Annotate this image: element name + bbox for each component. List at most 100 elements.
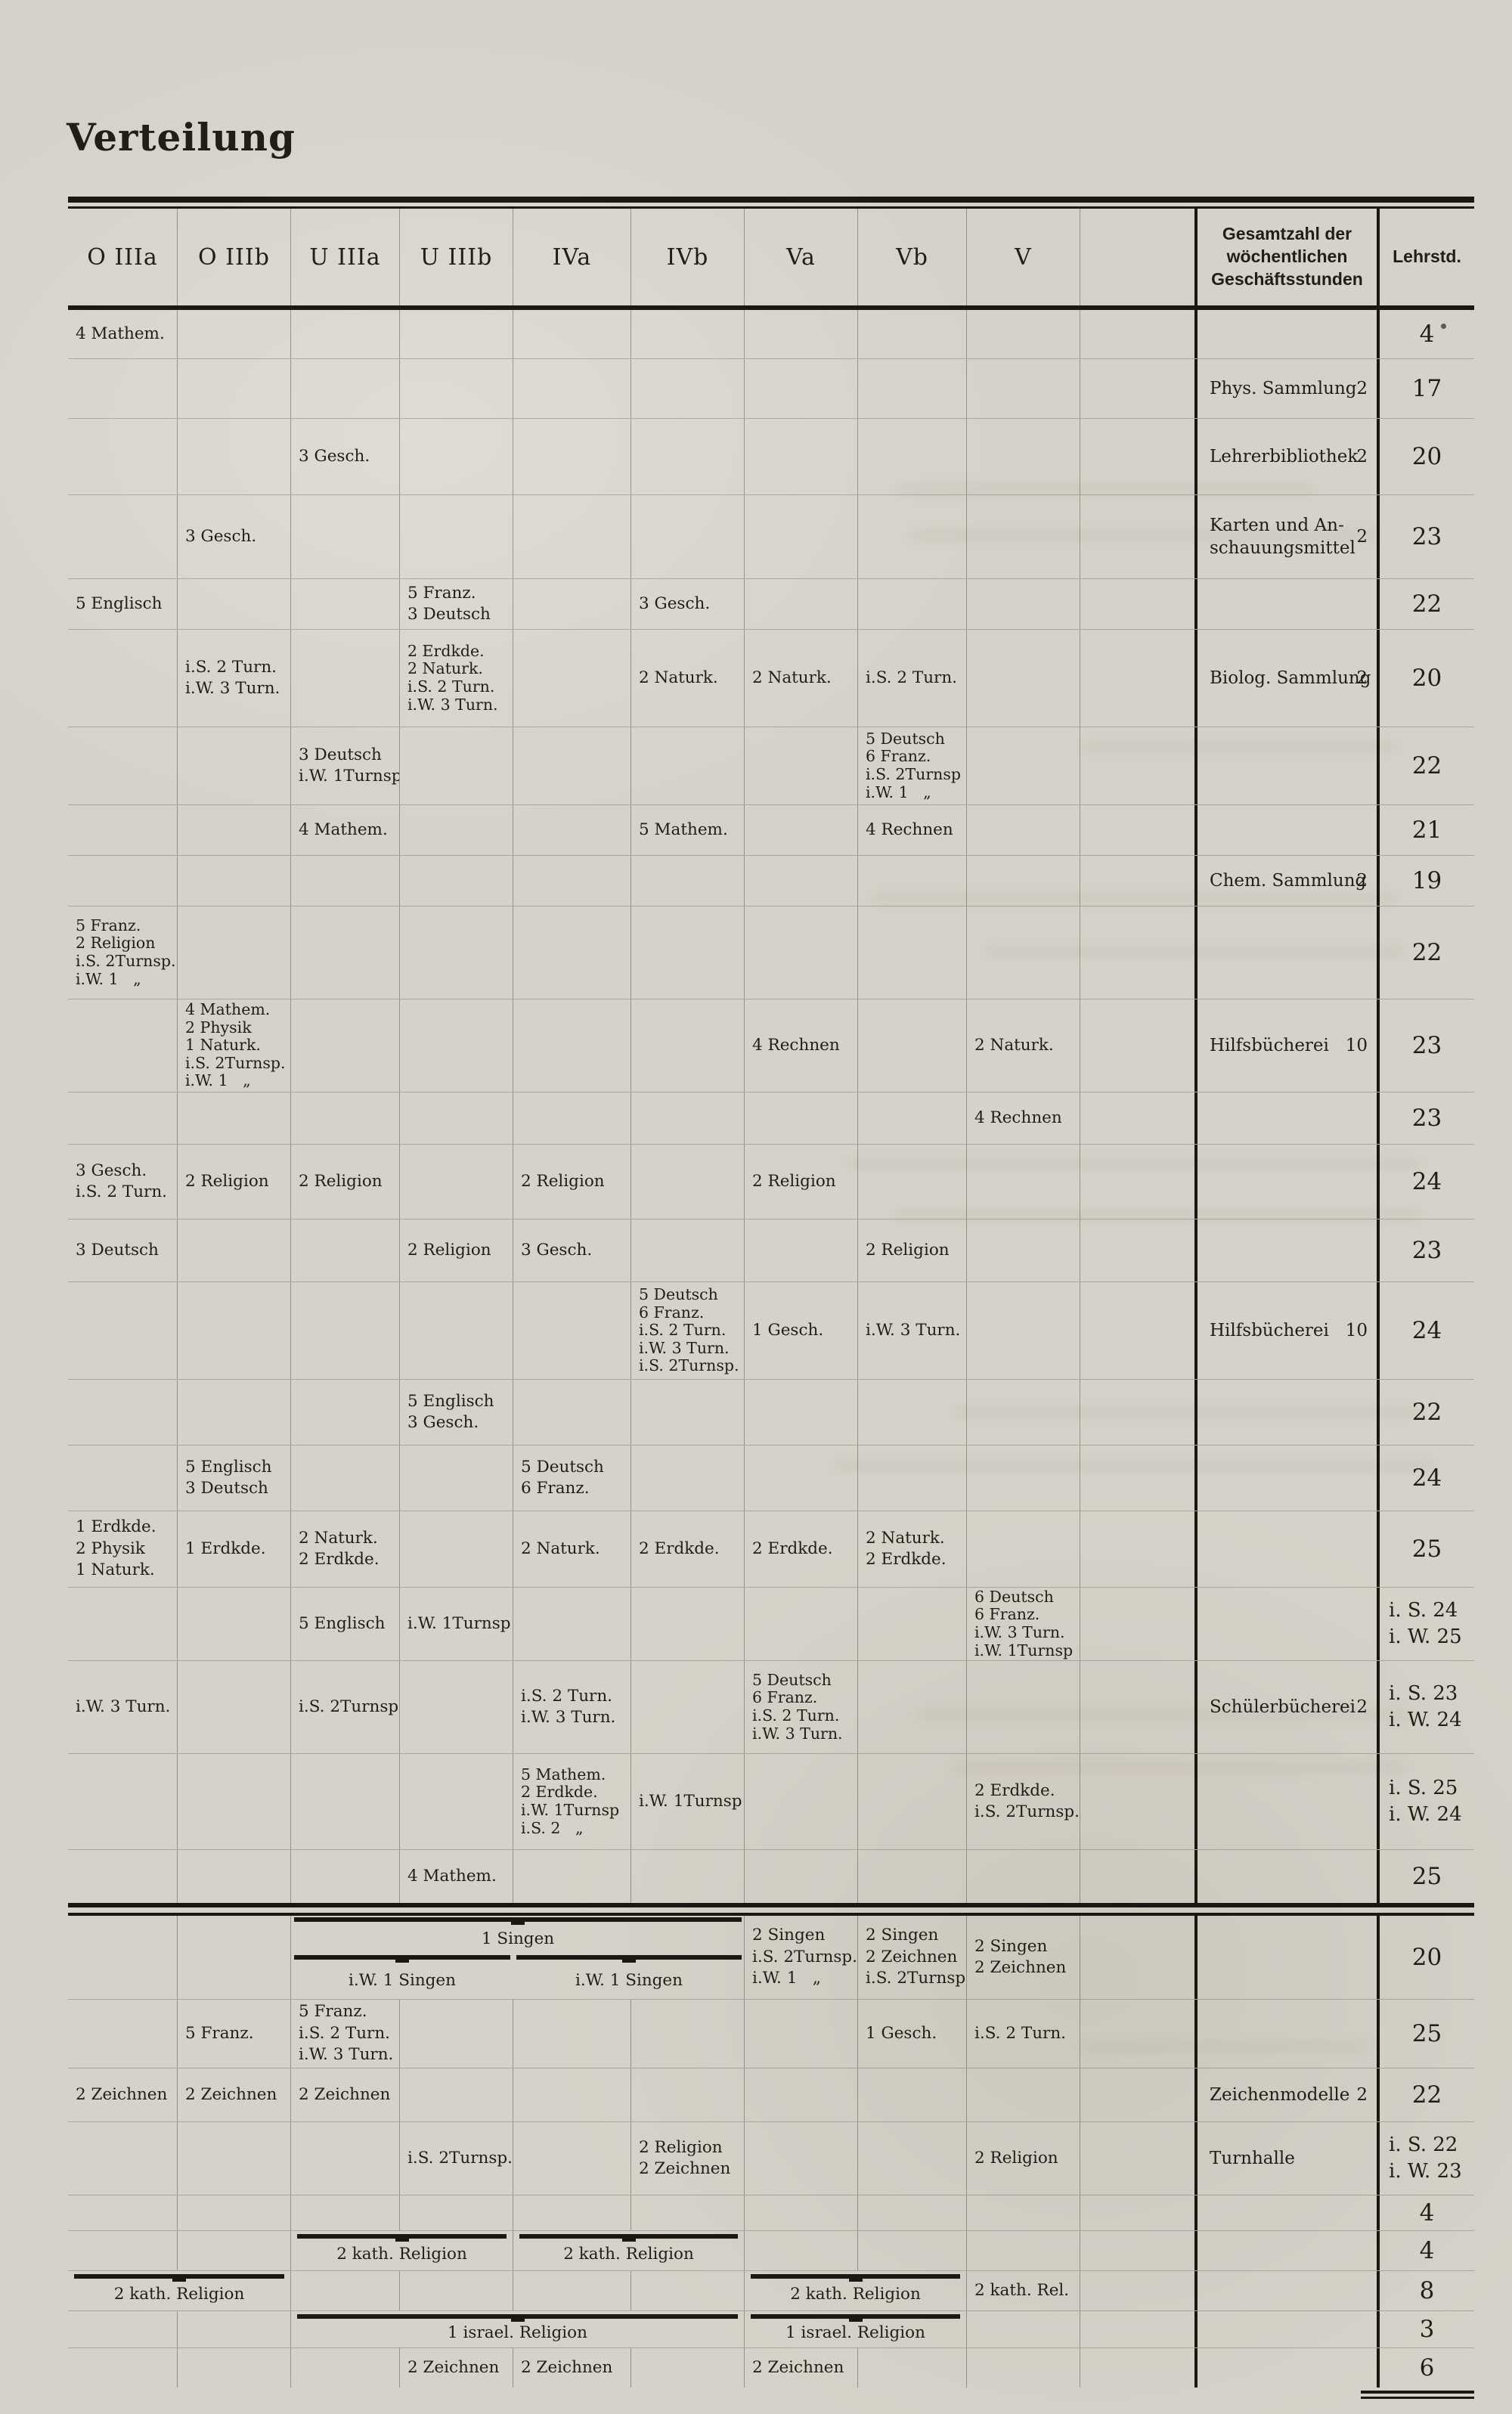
empty-cell: [177, 2122, 290, 2195]
subject-line: 3 Deutsch: [76, 1240, 159, 1260]
empty-cell: [966, 579, 1080, 629]
lehrstd-line: 23: [1411, 522, 1442, 550]
distribution-table: O IIIa O IIIb U IIIa U IIIb IVa IVb Va Vb V Gesam…: [68, 197, 1474, 2399]
subject-line: 6 Franz.: [521, 1479, 590, 1498]
lehrstd-line: 6: [1419, 2354, 1435, 2381]
subject-cell: 2 kath. Religion: [68, 2271, 290, 2310]
empty-cell: [1080, 1661, 1194, 1753]
subject-cell: 2 kath. Religion: [513, 2231, 744, 2270]
column-header-label: V: [1015, 243, 1032, 271]
gesamtzahl-cell: Turnhalle: [1194, 2122, 1377, 2195]
gesamtzahl-cell: Biolog. Sammlung 2: [1194, 630, 1377, 727]
subject-cell: 2 Religion: [513, 1145, 631, 1219]
empty-cell: [68, 1282, 177, 1379]
empty-cell: [290, 579, 399, 629]
singen-bottom-row: i.W. 1 Singen i.W. 1 Singen: [291, 1954, 744, 1999]
subject-line: 6 Franz.: [752, 1688, 818, 1707]
subject-line: 2 Zeichnen: [639, 2159, 731, 2178]
subject-line: i.W. 3 Turn.: [974, 1623, 1065, 1641]
empty-cell: [857, 1145, 966, 1219]
empty-cell: [290, 1754, 399, 1849]
empty-cell: [290, 630, 399, 727]
gesamtzahl-empty-cell: [1194, 1446, 1377, 1511]
gesamtzahl-empty-cell: [1194, 2348, 1377, 2388]
table-row: 4: [68, 2195, 1474, 2230]
subject-line: 2 Zeichnen: [407, 2357, 500, 2377]
subject-line: 4 Mathem.: [407, 1866, 497, 1886]
subject-line: 2 Naturk.: [866, 1528, 945, 1548]
table-row: 2 kath. Religion 2 kath. Religion 2 kath. …: [68, 2270, 1474, 2310]
column-header: Vb: [857, 209, 966, 305]
subject-line: 4 Mathem.: [185, 1000, 271, 1019]
table-row: 4 Mathem. 2 Physik 1 Naturk. i.S. 2Turnsp. i…: [68, 999, 1474, 1092]
empty-cell: [857, 1754, 966, 1849]
subject-line: i.S. 2Turnsp.: [185, 1053, 286, 1072]
empty-cell: [1080, 2000, 1194, 2068]
empty-cell: [177, 856, 290, 906]
empty-cell: [68, 1916, 177, 1999]
subject-line: 2 Erdkde.: [299, 1550, 380, 1569]
subject-cell: 2 Naturk.: [513, 1511, 631, 1587]
subject-cell: 6 Deutsch 6 Franz. i.W. 3 Turn. i.W. 1Turns…: [966, 1588, 1080, 1660]
lehrstd-value: 20: [1377, 1916, 1474, 1999]
subject-line: i.W. 1Turnsp: [974, 1641, 1074, 1659]
column-header: Va: [744, 209, 857, 305]
empty-cell: [290, 1219, 399, 1281]
subject-line: i.W. 3 Turn.: [185, 679, 280, 698]
empty-cell: [290, 1446, 399, 1511]
gesamtzahl-label: Schülerbücherei: [1210, 1697, 1356, 1717]
empty-cell: [857, 2348, 966, 2388]
empty-cell: [68, 999, 177, 1092]
bleed-through-smudge: [953, 1762, 1406, 1774]
table-row: 2 Zeichnen 2 Zeichnen 2 Zeichnen 6: [68, 2347, 1474, 2388]
subject-line: i.W. 3 Turn.: [76, 1697, 171, 1716]
empty-cell: [1080, 1219, 1194, 1281]
column-header: U IIIa: [290, 209, 399, 305]
subject-line: i.S. 2Turnsp.: [299, 1697, 399, 1716]
lehrstd-line: 8: [1419, 2276, 1435, 2304]
empty-cell: [631, 310, 744, 358]
empty-cell: [290, 2348, 399, 2388]
lehrstd-value: 24: [1377, 1145, 1474, 1219]
subject-line: i.W. 3 Turn.: [866, 1320, 961, 1340]
empty-cell: [399, 1446, 513, 1511]
lehrstd-value: 25: [1377, 2000, 1474, 2068]
subject-cell: 2 Singen 2 Zeichnen: [966, 1916, 1080, 1999]
subject-cell: 3 Deutsch i.W. 1Turnsp: [290, 727, 399, 804]
gesamtzahl-cell: Hilfsbücherei 10: [1194, 999, 1377, 1092]
empty-cell: [966, 805, 1080, 855]
empty-cell: [177, 1380, 290, 1445]
empty-cell: [513, 2196, 631, 2230]
empty-cell: [68, 630, 177, 727]
empty-cell: [966, 856, 1080, 906]
empty-cell: [399, 1754, 513, 1849]
lehrstd-header-label: Lehrstd.: [1393, 246, 1461, 267]
table-row: 2 kath. Religion 2 kath. Religion 4: [68, 2230, 1474, 2270]
empty-cell: [631, 1661, 744, 1753]
subject-cell: 4 Rechnen: [857, 805, 966, 855]
gesamtzahl-label: Chem. Sammlung: [1210, 870, 1367, 891]
table-body: 4 Mathem. 4 Phys. Sammlung 2 17 3 Gesch. Lehre…: [68, 310, 1474, 2388]
empty-cell: [744, 2122, 857, 2195]
brace-rule: [751, 2314, 960, 2322]
empty-cell: [744, 2000, 857, 2068]
table-row: 1 Erdkde. 2 Physik 1 Naturk. 1 Erdkde. 2 Nat…: [68, 1511, 1474, 1587]
empty-cell: [68, 495, 177, 578]
brace-rule: [519, 2234, 738, 2242]
subject-cell: 2 Zeichnen: [513, 2348, 631, 2388]
lehrstd-line: 22: [1411, 1398, 1442, 1426]
empty-cell: [177, 1092, 290, 1144]
subject-line: i.S. 2Turnsp.: [639, 1356, 739, 1375]
subject-line: 2 kath. Religion: [790, 2285, 921, 2304]
empty-cell: [290, 999, 399, 1092]
lehrstd-value: 19: [1377, 856, 1474, 906]
empty-cell: [1080, 2348, 1194, 2388]
subject-cell: 2 Naturk.: [966, 999, 1080, 1092]
lehrstd-value: 4: [1377, 2196, 1474, 2230]
gesamtzahl-cell: Karten und An-schauungsmittel 2: [1194, 495, 1377, 578]
empty-cell: [177, 359, 290, 418]
empty-cell: [513, 2271, 631, 2310]
subject-line: i.S. 2 Turn.: [639, 1321, 727, 1340]
subject-line: 2 Erdkde.: [639, 1539, 720, 1558]
bleed-through-smudge: [911, 529, 1380, 541]
